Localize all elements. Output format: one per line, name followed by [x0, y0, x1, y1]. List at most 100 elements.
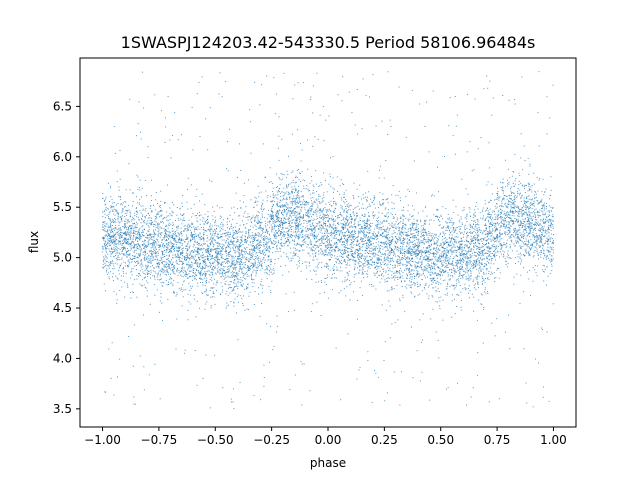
data-point	[412, 227, 414, 229]
data-point	[344, 221, 346, 223]
data-point	[399, 270, 401, 272]
data-point	[397, 239, 399, 241]
data-point	[287, 206, 289, 208]
data-point	[365, 247, 367, 249]
data-point	[511, 192, 513, 194]
data-point	[509, 201, 510, 203]
data-point	[346, 241, 348, 243]
data-point	[399, 238, 401, 240]
data-point	[165, 274, 167, 276]
data-point	[134, 255, 136, 257]
data-point	[537, 254, 539, 256]
data-point	[491, 183, 493, 185]
data-point	[230, 398, 232, 400]
data-point	[160, 214, 162, 216]
data-point	[337, 250, 339, 252]
data-point	[119, 236, 121, 238]
data-point	[263, 256, 265, 258]
data-point	[281, 204, 283, 206]
data-point	[528, 242, 530, 244]
data-point	[391, 248, 393, 250]
data-point	[428, 260, 430, 262]
data-point	[446, 238, 448, 240]
data-point	[433, 214, 435, 216]
data-point	[365, 192, 367, 194]
data-point	[536, 237, 538, 239]
data-point	[254, 246, 256, 248]
data-point	[329, 269, 331, 271]
data-point	[407, 262, 409, 264]
data-point	[493, 224, 495, 226]
data-point	[125, 238, 127, 240]
data-point	[438, 225, 440, 227]
data-point	[164, 273, 166, 275]
data-point	[322, 235, 324, 237]
data-point	[505, 195, 507, 197]
data-point	[460, 309, 462, 311]
data-point	[223, 275, 225, 277]
data-point	[543, 218, 545, 220]
data-point	[502, 250, 504, 252]
data-point	[406, 262, 408, 264]
data-point	[194, 241, 196, 243]
data-point	[112, 234, 114, 236]
data-point	[295, 187, 297, 189]
data-point	[272, 203, 274, 205]
data-point	[272, 200, 274, 202]
data-point	[501, 247, 503, 249]
data-point	[276, 232, 278, 234]
data-point	[277, 147, 279, 149]
data-point	[486, 217, 488, 219]
data-point	[168, 283, 170, 285]
data-point	[306, 185, 308, 187]
data-point	[449, 222, 451, 223]
data-point	[448, 219, 450, 221]
data-point	[351, 247, 353, 249]
data-point	[420, 236, 422, 238]
data-point	[446, 264, 448, 266]
data-point	[299, 216, 301, 218]
data-point	[110, 230, 112, 232]
data-point	[387, 216, 389, 218]
data-point	[329, 204, 331, 206]
data-point	[142, 205, 144, 207]
data-point	[379, 251, 381, 253]
data-point	[124, 213, 126, 214]
data-point	[379, 192, 381, 194]
data-point	[514, 154, 516, 156]
data-point	[464, 283, 466, 285]
data-point	[423, 239, 425, 241]
data-point	[547, 249, 549, 251]
data-point	[455, 255, 457, 257]
data-point	[292, 210, 294, 212]
data-point	[249, 258, 251, 260]
data-point	[337, 222, 339, 224]
data-point	[125, 210, 127, 212]
data-point	[537, 214, 539, 216]
data-point	[440, 260, 442, 262]
data-point	[157, 223, 159, 225]
data-point	[422, 235, 424, 237]
data-point	[289, 260, 291, 262]
data-point	[214, 233, 216, 235]
data-point	[259, 104, 261, 106]
data-point	[343, 234, 345, 236]
data-point	[314, 250, 316, 252]
data-point	[401, 222, 403, 224]
data-point	[437, 166, 439, 168]
data-point	[205, 249, 207, 251]
data-point	[525, 225, 527, 227]
data-point	[323, 254, 325, 256]
data-point	[302, 226, 304, 228]
data-point	[132, 205, 134, 207]
data-point	[241, 256, 243, 258]
data-point	[225, 249, 226, 251]
data-point	[329, 241, 331, 243]
data-point	[363, 207, 365, 209]
data-point	[310, 228, 312, 230]
data-point	[188, 225, 190, 227]
data-point	[351, 235, 353, 237]
data-point	[200, 214, 202, 216]
data-point	[195, 229, 197, 230]
data-point	[324, 234, 326, 236]
